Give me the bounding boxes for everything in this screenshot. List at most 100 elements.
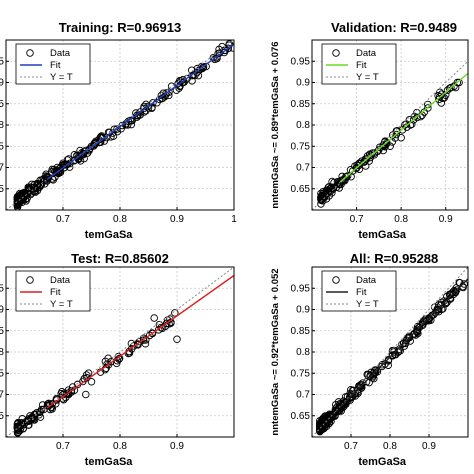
data-point xyxy=(317,192,326,200)
data-point xyxy=(84,369,93,377)
y-tick-label: 0.85 xyxy=(291,326,311,337)
data-point xyxy=(82,390,90,399)
data-point xyxy=(171,309,179,317)
data-point xyxy=(435,93,444,101)
data-point xyxy=(383,138,391,147)
y-tick-label: 0.9 xyxy=(0,305,4,316)
y-tick-label: 0.75 xyxy=(291,141,311,152)
y-tick-label: 0.8 xyxy=(296,120,310,131)
data-point xyxy=(165,88,173,96)
data-point xyxy=(60,163,69,172)
data-point xyxy=(109,132,118,140)
data-point xyxy=(440,94,448,102)
data-point xyxy=(79,149,87,158)
x-tick-label: 0.8 xyxy=(113,214,127,225)
data-point xyxy=(317,195,325,203)
data-point xyxy=(43,177,51,185)
data-point xyxy=(157,323,165,332)
data-point xyxy=(87,378,96,386)
data-point xyxy=(409,116,418,124)
data-point xyxy=(373,147,382,156)
data-point xyxy=(335,184,344,192)
data-point xyxy=(446,291,454,299)
chart-title: Test: R=0.85602 xyxy=(71,251,169,266)
y-tick-label: 0.75 xyxy=(0,141,4,152)
data-point xyxy=(139,334,148,343)
data-point xyxy=(342,173,350,181)
data-point xyxy=(450,82,458,91)
data-point xyxy=(324,183,333,192)
x-axis-label: temGaSa xyxy=(358,229,407,241)
x-axis-label: temGaSa xyxy=(358,456,407,468)
data-point xyxy=(113,125,121,133)
data-point xyxy=(134,340,142,348)
data-point xyxy=(326,413,335,421)
chart-title: Validation: R=0.9489 xyxy=(331,20,457,35)
data-point xyxy=(149,99,157,107)
data-point xyxy=(52,168,60,177)
legend-marker-data xyxy=(26,49,34,57)
data-point xyxy=(24,415,33,423)
x-tick-label: 0.8 xyxy=(394,214,408,225)
data-point xyxy=(145,331,154,340)
fit-line xyxy=(339,72,468,183)
data-point xyxy=(13,201,22,209)
data-point xyxy=(437,301,445,309)
y-tick-label: 0.95 xyxy=(0,56,4,67)
legend-label-identity: Y = T xyxy=(50,72,73,83)
data-point xyxy=(35,408,44,417)
identity-line xyxy=(312,267,468,437)
y-tick-label: 0.85 xyxy=(0,326,4,337)
data-point xyxy=(139,336,148,344)
x-tick-label: 1 xyxy=(231,214,237,225)
y-tick-label: 0.7 xyxy=(0,163,4,174)
y-tick-label: 0.7 xyxy=(0,390,4,401)
x-tick-label: 0.7 xyxy=(344,441,358,452)
data-point xyxy=(215,45,223,54)
legend-marker-data xyxy=(332,49,340,57)
fit-line xyxy=(339,278,468,408)
y-tick-label: 0.85 xyxy=(291,99,311,110)
chart-title: All: R=0.95288 xyxy=(350,251,439,266)
data-point xyxy=(436,88,444,97)
y-tick-label: 0.65 xyxy=(291,411,311,422)
data-point xyxy=(14,423,23,432)
data-point xyxy=(451,288,460,296)
data-point xyxy=(148,329,156,337)
data-point xyxy=(322,190,331,199)
x-tick-label: 0.7 xyxy=(56,441,70,452)
data-point xyxy=(405,333,414,342)
y-tick-label: 0.9 xyxy=(296,78,310,89)
x-axis-label: temGaSa xyxy=(85,229,134,241)
x-tick-label: 0.9 xyxy=(170,214,184,225)
y-tick-label: 0.9 xyxy=(0,78,4,89)
data-point xyxy=(336,179,344,188)
data-point xyxy=(324,416,332,425)
x-tick-label: 0.9 xyxy=(170,441,184,452)
data-point xyxy=(13,428,22,437)
legend-label-identity: Y = T xyxy=(356,299,379,310)
data-points xyxy=(13,309,181,437)
chart-panel-2: 0.7 0.8 0.9 0.65 0.7 0.75 0.8 0.85 0.9 0.95 Valida… xyxy=(270,20,469,241)
y-axis-label: nntemGaSa ~= 0.92*temGaSa + 0.052 xyxy=(270,268,281,435)
chart-title: Training: R=0.96913 xyxy=(59,20,181,35)
x-tick-label: 0.8 xyxy=(383,441,397,452)
y-tick-label: 0.9 xyxy=(296,305,310,316)
data-point xyxy=(154,326,163,334)
x-tick-label: 0.7 xyxy=(350,214,364,225)
x-tick-label: 0.8 xyxy=(113,441,127,452)
data-point xyxy=(384,361,392,369)
data-point xyxy=(104,354,112,363)
legend-label-data: Data xyxy=(356,275,377,286)
data-point xyxy=(361,162,370,170)
y-tick-label: 0.8 xyxy=(296,347,310,358)
y-tick-label: 0.95 xyxy=(0,283,4,294)
data-point xyxy=(85,145,93,154)
legend-label-data: Data xyxy=(50,275,71,286)
identity-line xyxy=(6,267,234,437)
y-axis-label: nntemGaSa ~= 0.89*temGaSa + 0.076 xyxy=(270,41,281,208)
